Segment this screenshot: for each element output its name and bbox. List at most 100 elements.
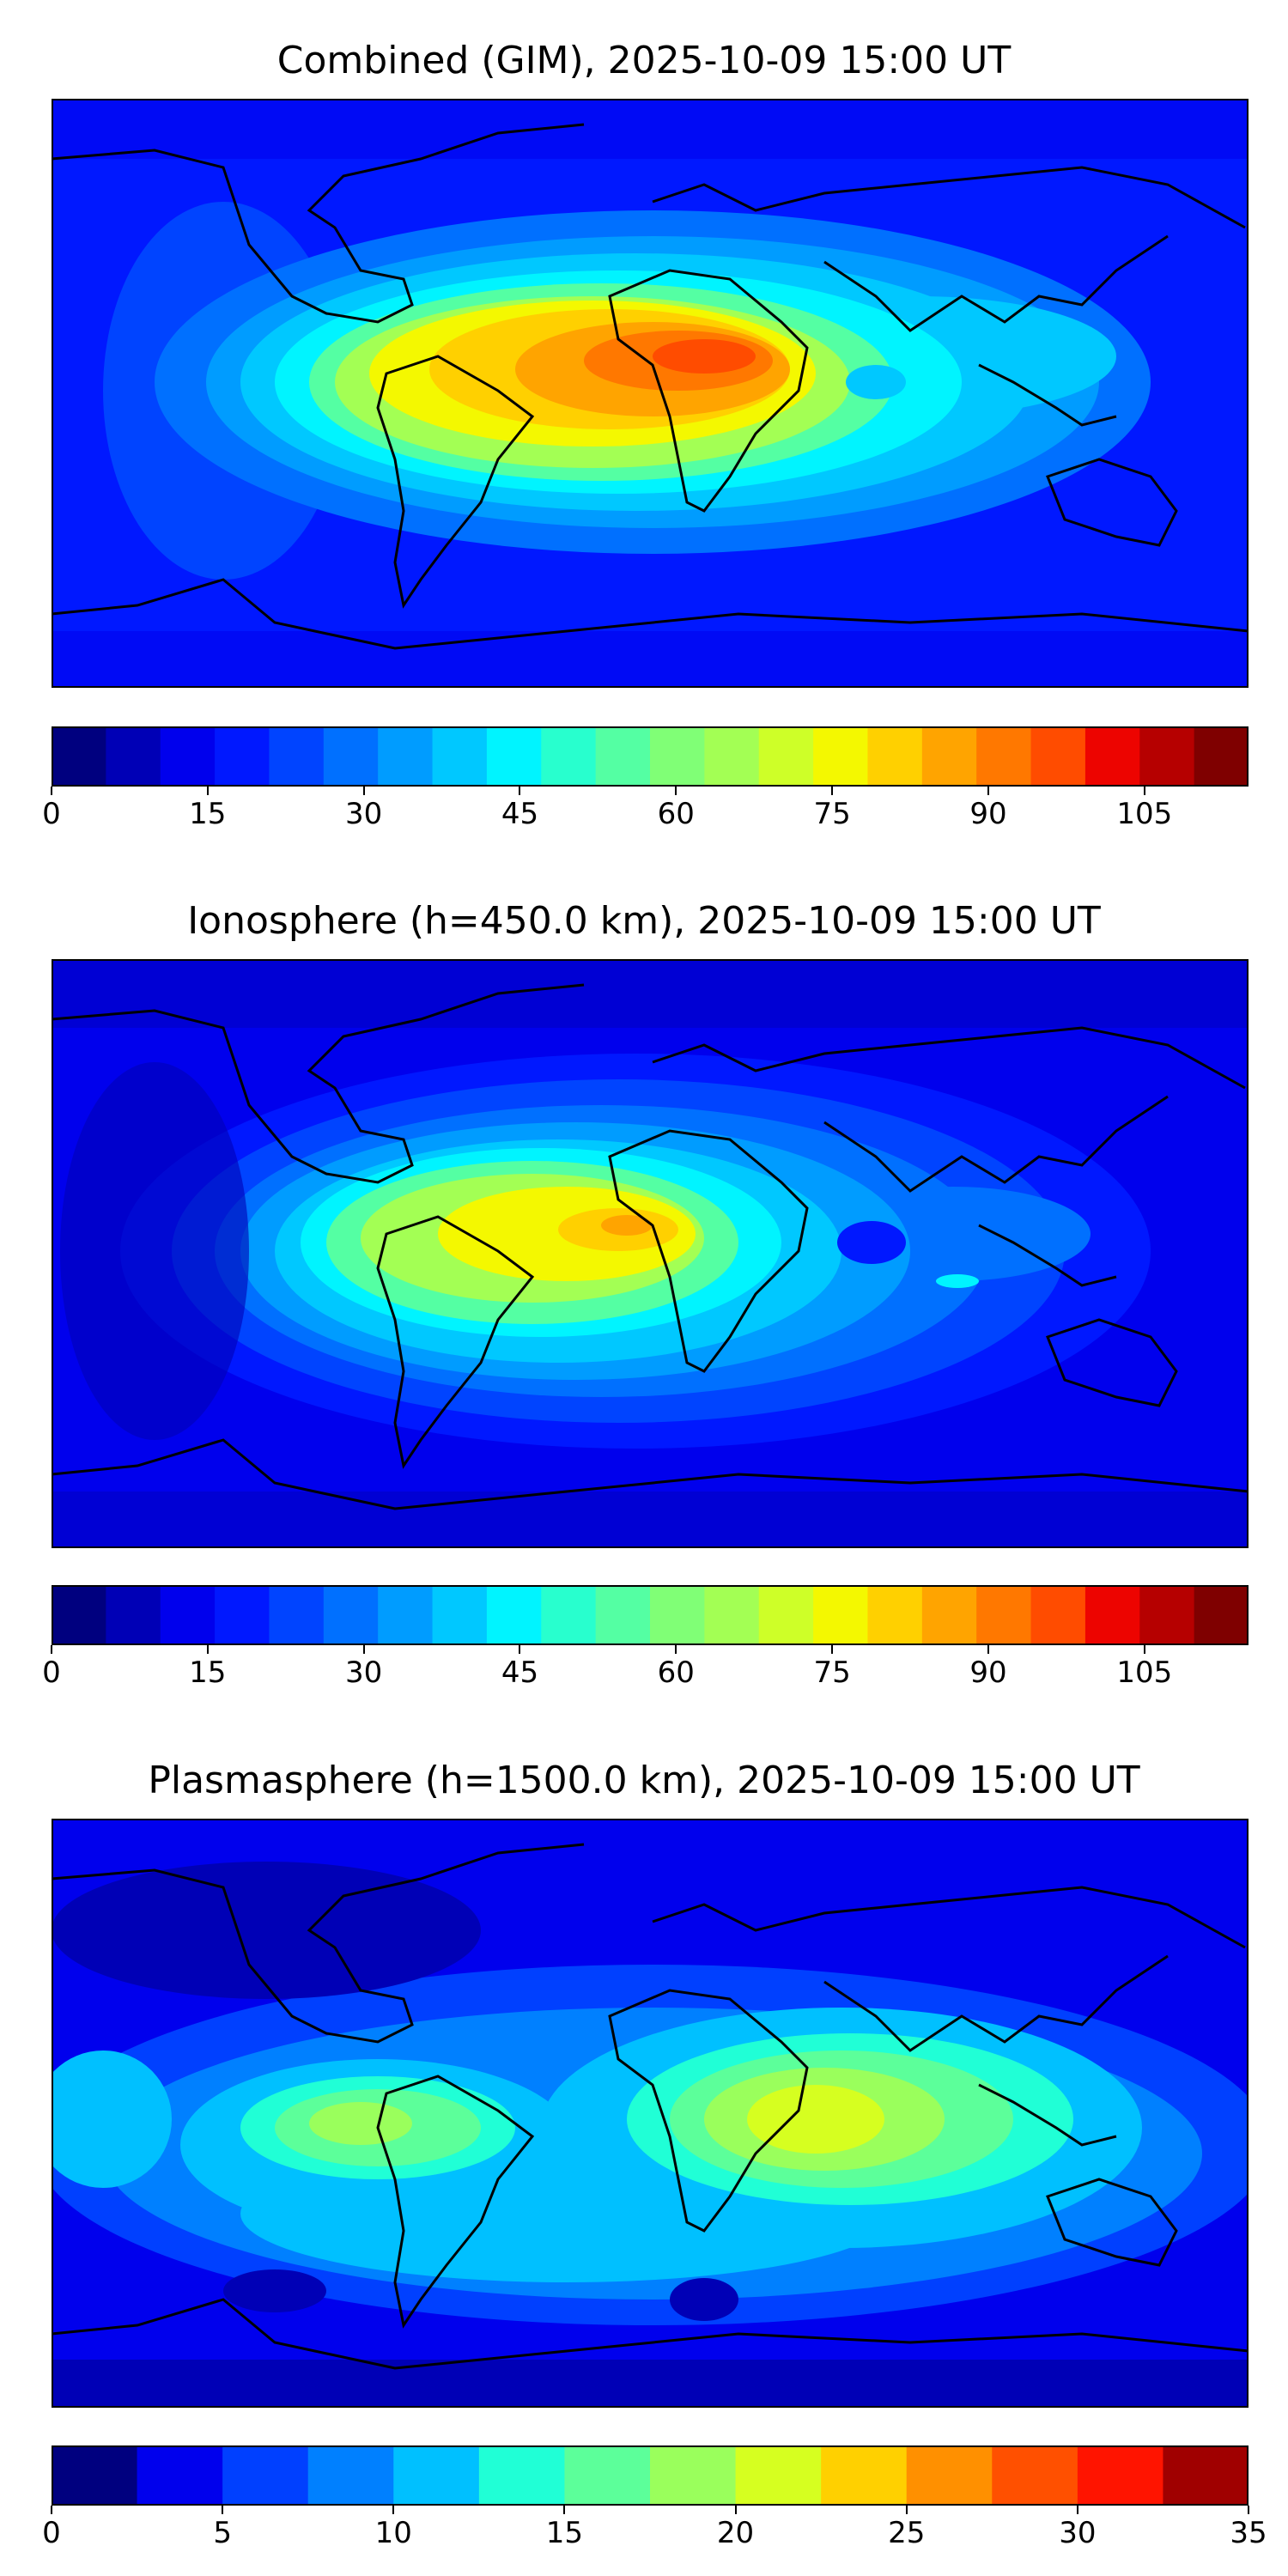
colorbar-tick-mark: [831, 787, 834, 795]
colorbar-tick-label: 15: [189, 797, 227, 831]
colorbar-tick-label: 45: [501, 1656, 539, 1690]
combined-title: Combined (GIM), 2025-10-09 15:00 UT: [276, 39, 1012, 82]
colorbar-segment: [52, 2445, 138, 2506]
colorbar-segment: [867, 726, 923, 787]
colorbar-tick-label: 25: [888, 2516, 926, 2550]
colorbar-tick-mark: [206, 1645, 209, 1654]
colorbar-tick-mark: [519, 787, 521, 795]
ionosphere-colorbar: [52, 1585, 1249, 1645]
colorbar-tick-label: 90: [969, 1656, 1007, 1690]
colorbar-tick-label: 35: [1230, 2516, 1267, 2550]
colorbar-tick-label: 90: [969, 797, 1007, 831]
colorbar-tick-mark: [675, 1645, 677, 1654]
colorbar-segment: [106, 726, 161, 787]
colorbar-tick-mark: [51, 787, 52, 795]
colorbar-segment: [758, 726, 814, 787]
colorbar-frame: [52, 1585, 1249, 1645]
colorbar-segment: [269, 1585, 325, 1645]
ionosphere-colorbar-ticks: 0 15 30 45 60 75 90 105: [42, 1645, 1249, 1697]
combined-colorbar: [52, 726, 1249, 787]
colorbar-tick-label: 0: [42, 797, 61, 831]
colorbar-tick-label: 105: [1116, 797, 1173, 831]
colorbar-segment: [160, 1585, 216, 1645]
colorbar-tick-label: 15: [545, 2516, 584, 2550]
colorbar-tick-label: 20: [716, 2516, 755, 2550]
colorbar-segment: [323, 1585, 379, 1645]
colorbar-tick-label: 105: [1116, 1656, 1173, 1690]
colorbar-segment: [735, 2445, 822, 2506]
colorbar-segment: [1139, 726, 1195, 787]
colorbar-segment: [650, 726, 705, 787]
colorbar-tick-label: 30: [345, 797, 383, 831]
combined-colorbar-ticks: 0 15 30 45 60 75 90 105: [42, 787, 1249, 838]
colorbar-segment: [215, 726, 270, 787]
colorbar-tick-mark: [1248, 2506, 1249, 2514]
colorbar-segment: [1084, 726, 1140, 787]
colorbar-segment: [323, 726, 379, 787]
colorbar-segment: [1077, 2445, 1163, 2506]
colorbar-tick-mark: [675, 787, 677, 795]
colorbar-segment: [758, 1585, 814, 1645]
colorbar-tick-mark: [1143, 1645, 1145, 1654]
colorbar-segment: [541, 726, 597, 787]
colorbar-segment: [541, 1585, 597, 1645]
colorbar-segment: [906, 2445, 993, 2506]
colorbar-tick-label: 15: [189, 1656, 227, 1690]
plasmasphere-coastlines: [52, 1843, 1249, 2370]
colorbar-tick-mark: [206, 787, 209, 795]
colorbar-tick-label: 10: [374, 2516, 412, 2550]
colorbar-segment: [1084, 1585, 1140, 1645]
plasmasphere-colorbar-ticks: 0 5 10 15 20 25 30 35: [42, 2506, 1267, 2557]
colorbar-segment: [650, 1585, 705, 1645]
colorbar-segment: [867, 1585, 923, 1645]
ionosphere-title: Ionosphere (h=450.0 km), 2025-10-09 15:0…: [187, 899, 1101, 943]
colorbar-frame: [52, 726, 1249, 787]
colorbar-tick-mark: [519, 1645, 521, 1654]
colorbar-tick-mark: [51, 2506, 52, 2514]
colorbar-segment: [1194, 726, 1249, 787]
colorbar-segment: [393, 2445, 480, 2506]
colorbar-tick-mark: [987, 1645, 989, 1654]
colorbar-segment: [432, 726, 488, 787]
colorbar-segment: [813, 726, 868, 787]
colorbar-segment: [222, 2445, 309, 2506]
colorbar-segment: [106, 1585, 161, 1645]
colorbar-segment: [378, 1585, 434, 1645]
plasmasphere-colorbar: [52, 2445, 1249, 2506]
combined-tec-field: [52, 99, 1249, 688]
colorbar-tick-mark: [734, 2506, 737, 2514]
colorbar-segment: [976, 726, 1032, 787]
colorbar-tick-label: 75: [813, 797, 851, 831]
colorbar-tick-label: 30: [345, 1656, 383, 1690]
colorbar-segment: [1139, 1585, 1195, 1645]
colorbar-segment: [595, 726, 651, 787]
colorbar-tick-label: 75: [813, 1656, 851, 1690]
ionosphere-map: [52, 959, 1249, 1548]
colorbar-frame: [52, 2445, 1249, 2506]
colorbar-segment: [307, 2445, 394, 2506]
colorbar-segment: [921, 726, 977, 787]
colorbar-tick-mark: [1143, 787, 1145, 795]
colorbar-tick-mark: [905, 2506, 908, 2514]
colorbar-segment: [160, 726, 216, 787]
colorbar-tick-mark: [392, 2506, 395, 2514]
colorbar-tick-mark: [362, 1645, 365, 1654]
colorbar-tick-label: 0: [42, 1656, 61, 1690]
colorbar-segment: [378, 726, 434, 787]
colorbar-segment: [1163, 2445, 1249, 2506]
colorbar-segment: [1030, 1585, 1086, 1645]
colorbar-segment: [52, 726, 106, 787]
colorbar-segment: [137, 2445, 223, 2506]
combined-map: [52, 99, 1249, 688]
colorbar-tick-label: 45: [501, 797, 539, 831]
combined-coastlines: [52, 123, 1249, 650]
colorbar-tick-mark: [831, 1645, 834, 1654]
colorbar-segment: [432, 1585, 488, 1645]
ionosphere-tec-field: [52, 959, 1249, 1548]
colorbar-tick-label: 60: [657, 797, 695, 831]
colorbar-segment: [1030, 726, 1086, 787]
colorbar-segment: [992, 2445, 1078, 2506]
colorbar-tick-label: 60: [657, 1656, 695, 1690]
colorbar-segment: [478, 2445, 565, 2506]
colorbar-tick-mark: [563, 2506, 566, 2514]
